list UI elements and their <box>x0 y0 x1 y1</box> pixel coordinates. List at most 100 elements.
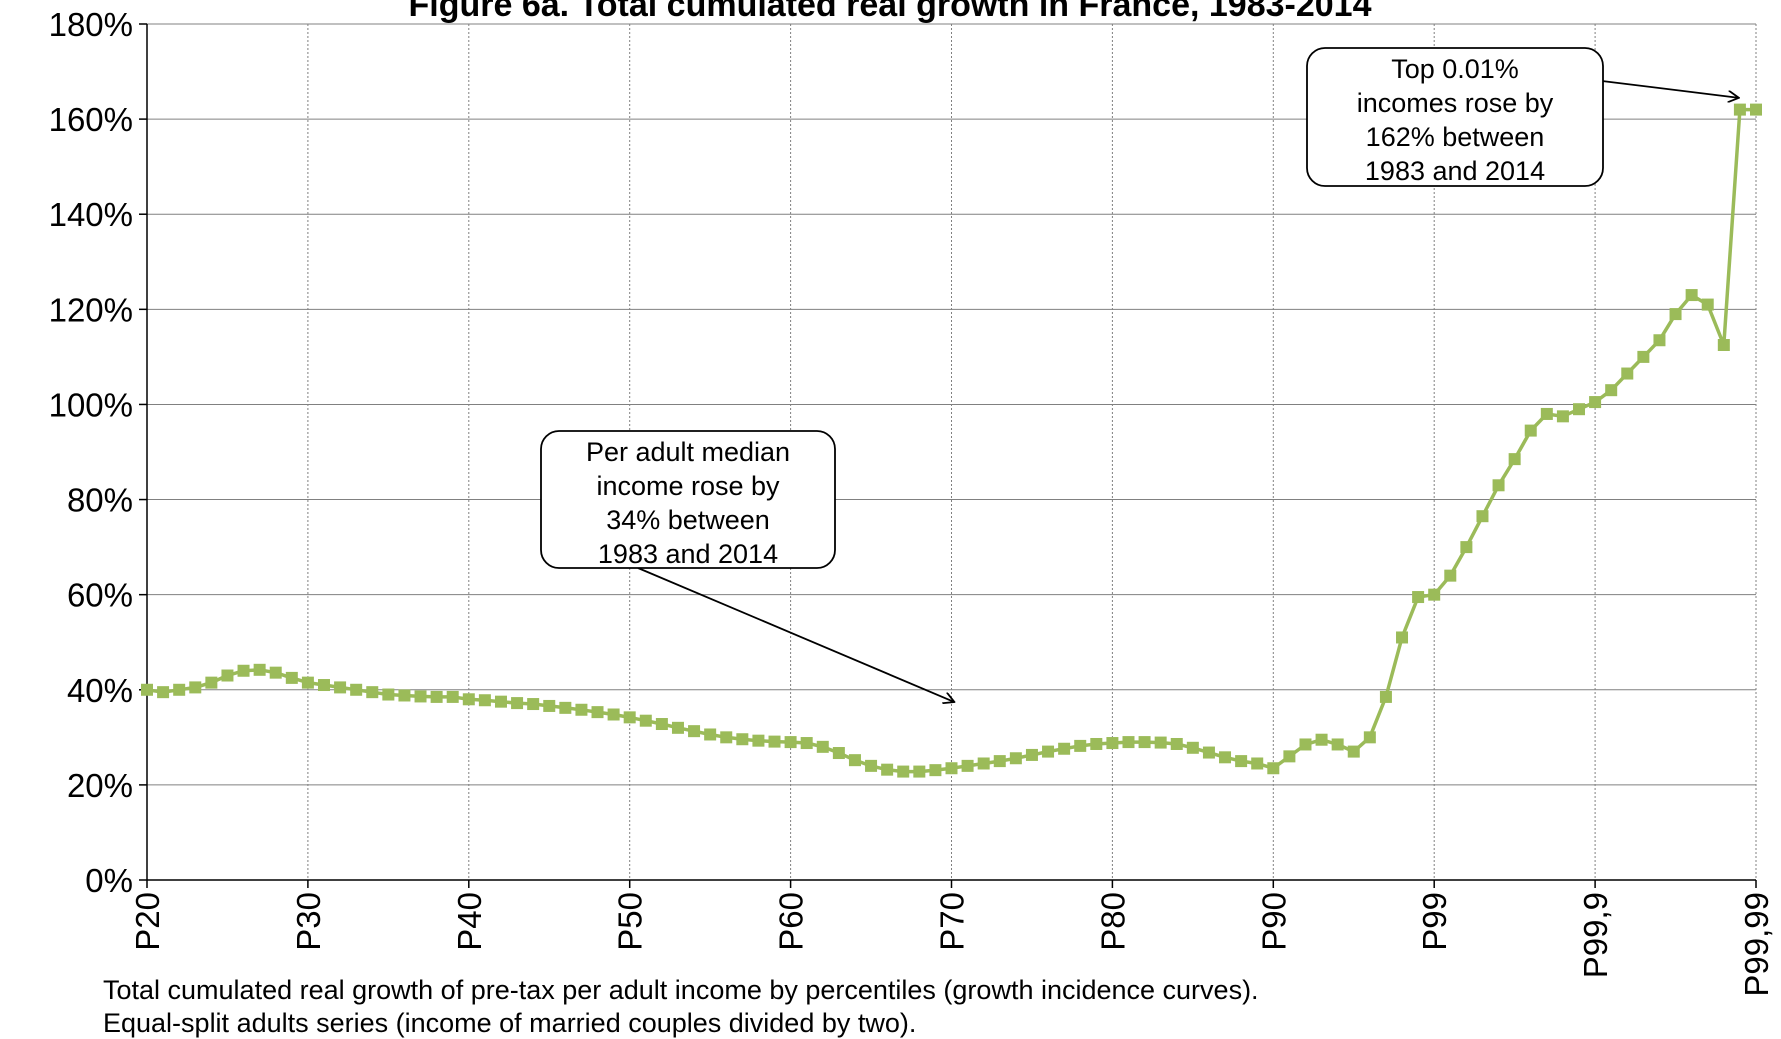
chart-annotations: Per adult median income rose by 34% betwee… <box>540 47 1738 702</box>
data-point <box>897 765 910 778</box>
data-point <box>607 708 620 721</box>
y-tick-label: 60% <box>67 577 133 614</box>
x-tick-label: P30 <box>290 892 327 951</box>
data-point <box>1074 739 1087 752</box>
data-point <box>929 764 942 777</box>
data-point <box>1669 308 1682 321</box>
data-point <box>1299 738 1312 751</box>
data-point <box>655 718 668 731</box>
annotation-arrow <box>637 567 953 702</box>
data-point <box>494 695 507 708</box>
y-tick-label: 80% <box>67 482 133 519</box>
data-point <box>1315 733 1328 746</box>
data-point <box>623 711 636 724</box>
data-point <box>527 698 540 711</box>
x-tick-label: P20 <box>129 892 166 951</box>
y-tick-label: 40% <box>67 672 133 709</box>
data-point <box>1106 737 1119 750</box>
data-point <box>945 762 958 775</box>
data-point <box>848 754 861 767</box>
data-point <box>1025 748 1038 761</box>
annotation-top: Top 0.01% incomes rose by 162% between 1983… <box>1306 47 1738 187</box>
data-point <box>543 699 556 712</box>
data-point <box>285 671 298 684</box>
x-tick-label: P40 <box>451 892 488 951</box>
footnote-series-note: Equal-split adults series (income of mar… <box>103 1008 917 1038</box>
x-tick-label: P90 <box>1255 892 1292 951</box>
annotation-text: 1983 and 2014 <box>1365 156 1545 186</box>
data-point <box>173 683 186 696</box>
data-point <box>1556 410 1569 423</box>
data-point <box>1701 298 1714 311</box>
y-tick-label: 0% <box>85 862 133 899</box>
data-point <box>350 683 363 696</box>
data-point <box>1685 289 1698 302</box>
data-point <box>591 706 604 719</box>
data-point <box>1573 403 1586 416</box>
annotation-box <box>540 430 836 569</box>
data-point <box>382 688 395 701</box>
x-tick-label: P60 <box>773 892 810 951</box>
data-point <box>1589 396 1602 409</box>
y-tick-label: 120% <box>49 291 133 328</box>
data-point <box>1219 751 1232 764</box>
annotation-arrow <box>1602 80 1738 98</box>
data-point <box>1379 690 1392 703</box>
data-point <box>1750 103 1762 116</box>
annotation-text: Top 0.01% <box>1391 54 1519 84</box>
growth-series <box>141 103 1762 778</box>
data-point <box>559 701 572 714</box>
data-point <box>1363 731 1376 744</box>
data-point <box>1492 479 1505 492</box>
data-point <box>704 728 717 741</box>
annotation-text: 34% between <box>606 505 770 535</box>
data-point <box>913 765 926 778</box>
data-point <box>478 694 491 707</box>
data-point <box>1186 741 1199 754</box>
data-point <box>1428 588 1441 601</box>
data-point <box>446 690 459 703</box>
annotation-text: incomes rose by <box>1357 88 1554 118</box>
data-point <box>334 681 347 694</box>
data-point <box>736 733 749 746</box>
data-point <box>1251 757 1264 770</box>
data-point <box>1524 424 1537 437</box>
x-tick-label: P99 <box>1416 892 1453 951</box>
data-point <box>1412 591 1425 604</box>
x-tick-label: P80 <box>1094 892 1131 951</box>
data-point <box>237 664 250 677</box>
data-point <box>1283 750 1296 763</box>
x-tick-label: P50 <box>612 892 649 951</box>
data-point <box>977 757 990 770</box>
data-point <box>189 681 202 694</box>
data-point <box>1460 541 1473 554</box>
data-point <box>800 737 813 750</box>
data-point <box>1122 736 1135 749</box>
data-point <box>1090 737 1103 750</box>
data-point <box>414 690 427 703</box>
data-point <box>961 759 974 772</box>
y-tick-label: 160% <box>49 101 133 138</box>
y-tick-label: 140% <box>49 196 133 233</box>
footnote-description: Total cumulated real growth of pre-tax p… <box>103 975 1259 1005</box>
data-point <box>157 686 170 699</box>
x-tick-label: P99,9 <box>1577 892 1614 978</box>
data-point <box>462 693 475 706</box>
data-point <box>205 676 218 689</box>
y-tick-label: 180% <box>49 6 133 43</box>
x-tick-label: P99,99 <box>1738 892 1775 997</box>
data-point <box>317 679 330 692</box>
data-point <box>671 721 684 734</box>
data-point <box>784 736 797 749</box>
data-point <box>398 689 411 702</box>
data-point <box>832 747 845 760</box>
chart-axes <box>139 23 1757 888</box>
data-point <box>141 683 153 696</box>
data-point <box>752 734 765 747</box>
data-point <box>639 714 652 727</box>
data-point <box>1154 736 1167 749</box>
annotation-text: 1983 and 2014 <box>598 539 778 569</box>
data-point <box>1170 737 1183 750</box>
data-point <box>688 725 701 738</box>
data-point <box>1009 752 1022 765</box>
